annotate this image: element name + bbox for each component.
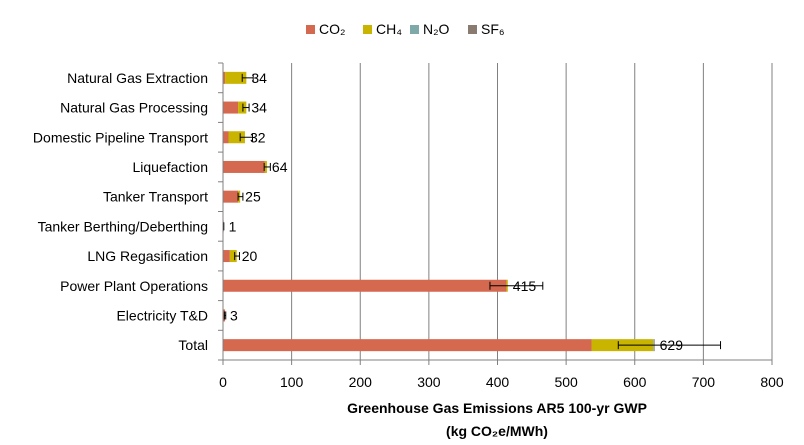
data-label: 32 (250, 129, 266, 145)
bars (223, 71, 655, 352)
bar-segment (238, 101, 247, 114)
bar-segment (223, 160, 265, 173)
category-label: Natural Gas Processing (60, 100, 208, 116)
legend-label: N₂O (423, 21, 450, 37)
legend-swatch (468, 25, 477, 34)
category-label: Natural Gas Extraction (67, 70, 208, 86)
error-bars (223, 73, 722, 350)
x-axis-unit: (kg CO₂e/MWh) (446, 423, 548, 439)
category-label: Power Plant Operations (60, 278, 208, 294)
data-label: 20 (242, 248, 258, 264)
bar-segment (228, 131, 245, 144)
x-tick-label: 400 (486, 374, 510, 390)
category-label: Total (178, 337, 208, 353)
gridlines (291, 63, 773, 360)
x-tick-labels: 0 100 200 300 400 500 600 700 800 (219, 374, 784, 390)
data-label: 629 (660, 337, 684, 353)
category-label: Tanker Berthing/Deberthing (38, 218, 208, 234)
x-tick-label: 500 (554, 374, 578, 390)
data-label: 415 (513, 278, 537, 294)
legend-swatch (306, 25, 315, 34)
x-tick-label: 100 (280, 374, 304, 390)
bar-segment (223, 279, 507, 292)
legend-swatch (410, 25, 419, 34)
data-label: 3 (230, 307, 238, 323)
data-label: 1 (229, 218, 237, 234)
data-label: 34 (251, 100, 267, 116)
legend-label: CO₂ (319, 21, 345, 37)
category-label: Domestic Pipeline Transport (33, 129, 208, 145)
category-labels: Natural Gas Extraction Natural Gas Proces… (33, 70, 208, 353)
bar-segment (223, 71, 226, 84)
data-label: 25 (245, 189, 261, 205)
x-tick-label: 300 (417, 374, 441, 390)
x-tick-label: 700 (692, 374, 716, 390)
x-tick-label: 800 (760, 374, 784, 390)
data-label: 64 (272, 159, 288, 175)
legend-label: CH₄ (376, 21, 402, 37)
x-tick-label: 200 (349, 374, 373, 390)
bar-segment (223, 250, 230, 263)
x-axis-title: Greenhouse Gas Emissions AR5 100-yr GWP (347, 400, 647, 416)
bar-segment (223, 339, 592, 352)
bar-segment (229, 250, 237, 263)
legend-swatch (363, 25, 372, 34)
data-label: 34 (251, 70, 267, 86)
axes (218, 62, 773, 365)
category-label: Electricity T&D (116, 307, 208, 323)
bar-segment (223, 131, 229, 144)
data-labels: 34 34 32 64 25 1 20 415 3 629 (229, 70, 684, 353)
category-label: Tanker Transport (103, 189, 208, 205)
x-tick-label: 0 (219, 374, 227, 390)
legend-label: SF₆ (481, 21, 505, 37)
legend: CO₂ CH₄ N₂O SF₆ (306, 21, 505, 37)
category-label: LNG Regasification (87, 248, 208, 264)
bar-segment (225, 71, 247, 84)
x-tick-label: 600 (623, 374, 647, 390)
bar-segment (223, 190, 239, 203)
category-label: Liquefaction (132, 159, 208, 175)
bar-segment (223, 101, 239, 114)
